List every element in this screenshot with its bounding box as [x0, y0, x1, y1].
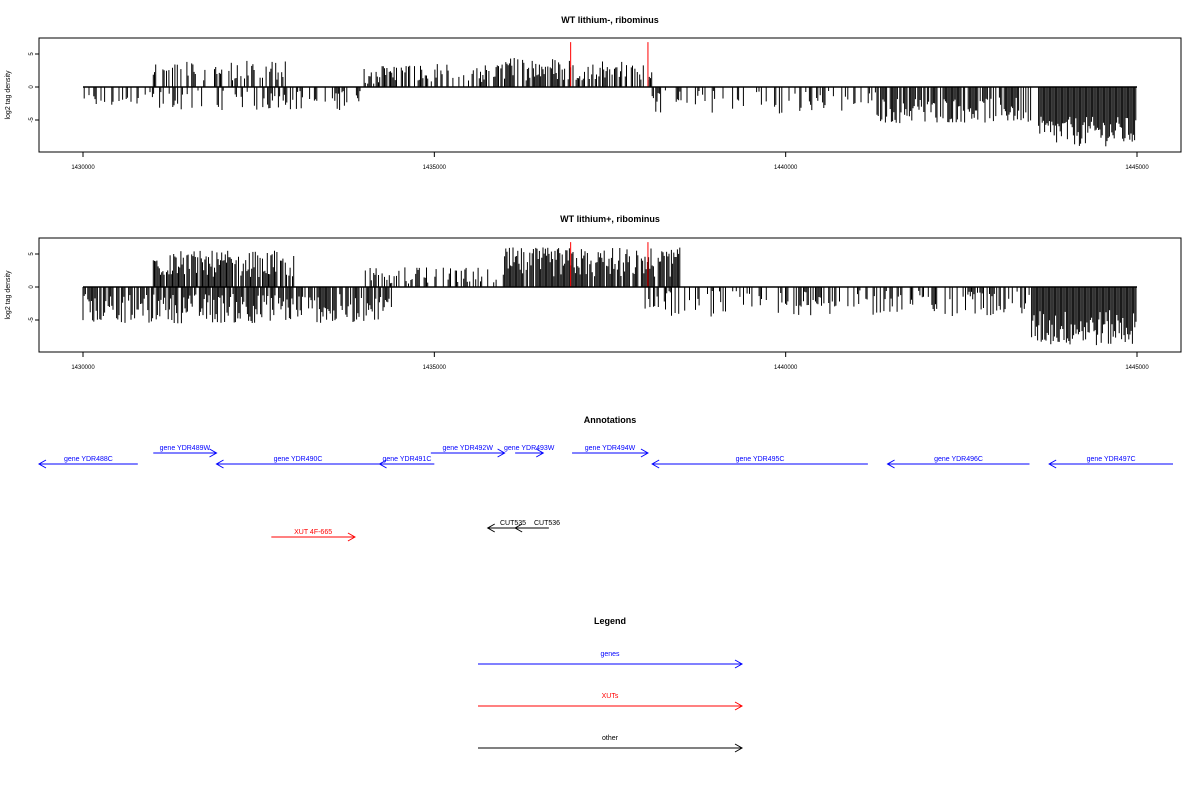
- legend-arrow: [478, 743, 744, 753]
- y-tick-label: 0: [29, 285, 35, 289]
- legend-panel: Legend genes XUTs other: [478, 616, 744, 753]
- feature-label: gene YDR496C: [934, 456, 983, 463]
- feature-arrow: [486, 523, 519, 533]
- y-tick-label: 5: [29, 252, 35, 256]
- feature-label: gene YDR488C: [64, 456, 113, 463]
- feature-label: gene YDR492W: [442, 445, 493, 452]
- feature-label: gene YDR494W: [585, 445, 636, 452]
- legend-items: genes XUTs other: [478, 651, 744, 753]
- y-axis: 5 0 -5: [29, 52, 40, 123]
- feature-label: gene YDR497C: [1087, 456, 1136, 463]
- feature-arrow: [37, 459, 138, 469]
- feature-arrow: [514, 523, 549, 533]
- feature-label: gene YDR490C: [274, 456, 323, 463]
- feature-label: XUT 4F-665: [294, 529, 332, 536]
- legend-arrow: [478, 659, 744, 669]
- density-bars: [82, 242, 1137, 346]
- feature-label: CUT535: [500, 520, 526, 527]
- y-axis: 5 0 -5: [29, 252, 40, 323]
- feature-label: gene YDR491C: [382, 456, 431, 463]
- x-tick-label: 1445000: [1125, 165, 1149, 171]
- panel-title: WT lithium-, ribominus: [561, 15, 659, 25]
- feature-label: gene YDR489W: [160, 445, 211, 452]
- feature-arrow: [153, 448, 218, 458]
- feature-arrow: [515, 448, 545, 458]
- feature-label: gene YDR493W: [504, 445, 555, 452]
- feature-arrow: [651, 459, 868, 469]
- feature-label: CUT536: [534, 520, 560, 527]
- y-axis-label: log2 tag density: [5, 270, 12, 320]
- feature-arrow: [215, 459, 380, 469]
- legend-title: Legend: [594, 616, 626, 626]
- panel-lithium-minus: WT lithium-, ribominus log2 tag density …: [5, 15, 1182, 171]
- feature-arrow: [572, 448, 649, 458]
- y-tick-label: 5: [29, 52, 35, 56]
- feature-arrow: [430, 448, 506, 458]
- y-tick-label: -5: [29, 117, 35, 123]
- x-axis: 1430000 1435000 1440000 1445000: [71, 151, 1149, 171]
- x-axis: 1430000 1435000 1440000 1445000: [71, 351, 1149, 371]
- annotation-tracks: gene YDR488C gene YDR489W gene YDR490C gene…: [37, 445, 1173, 542]
- x-tick-label: 1435000: [423, 165, 447, 171]
- legend-label: genes: [600, 651, 620, 658]
- feature-arrow: [886, 459, 1030, 469]
- x-tick-label: 1430000: [71, 165, 95, 171]
- annotations-title: Annotations: [584, 415, 637, 425]
- panel-title: WT lithium+, ribominus: [560, 214, 660, 224]
- y-tick-label: -5: [29, 317, 35, 323]
- x-tick-label: 1435000: [423, 365, 447, 371]
- y-axis-label: log2 tag density: [5, 70, 12, 120]
- density-bars: [83, 42, 1137, 147]
- y-tick-label: 0: [29, 85, 35, 89]
- legend-label: other: [602, 735, 619, 742]
- feature-arrow: [378, 459, 435, 469]
- panel-lithium-plus: WT lithium+, ribominus log2 tag density …: [5, 214, 1182, 371]
- x-tick-label: 1445000: [1125, 365, 1149, 371]
- legend-arrow: [478, 701, 744, 711]
- feature-label: gene YDR495C: [736, 456, 785, 463]
- feature-arrow: [271, 532, 356, 542]
- x-tick-label: 1440000: [774, 365, 798, 371]
- x-tick-label: 1440000: [774, 165, 798, 171]
- feature-arrow: [1048, 459, 1173, 469]
- legend-label: XUTs: [602, 693, 619, 700]
- x-tick-label: 1430000: [71, 365, 95, 371]
